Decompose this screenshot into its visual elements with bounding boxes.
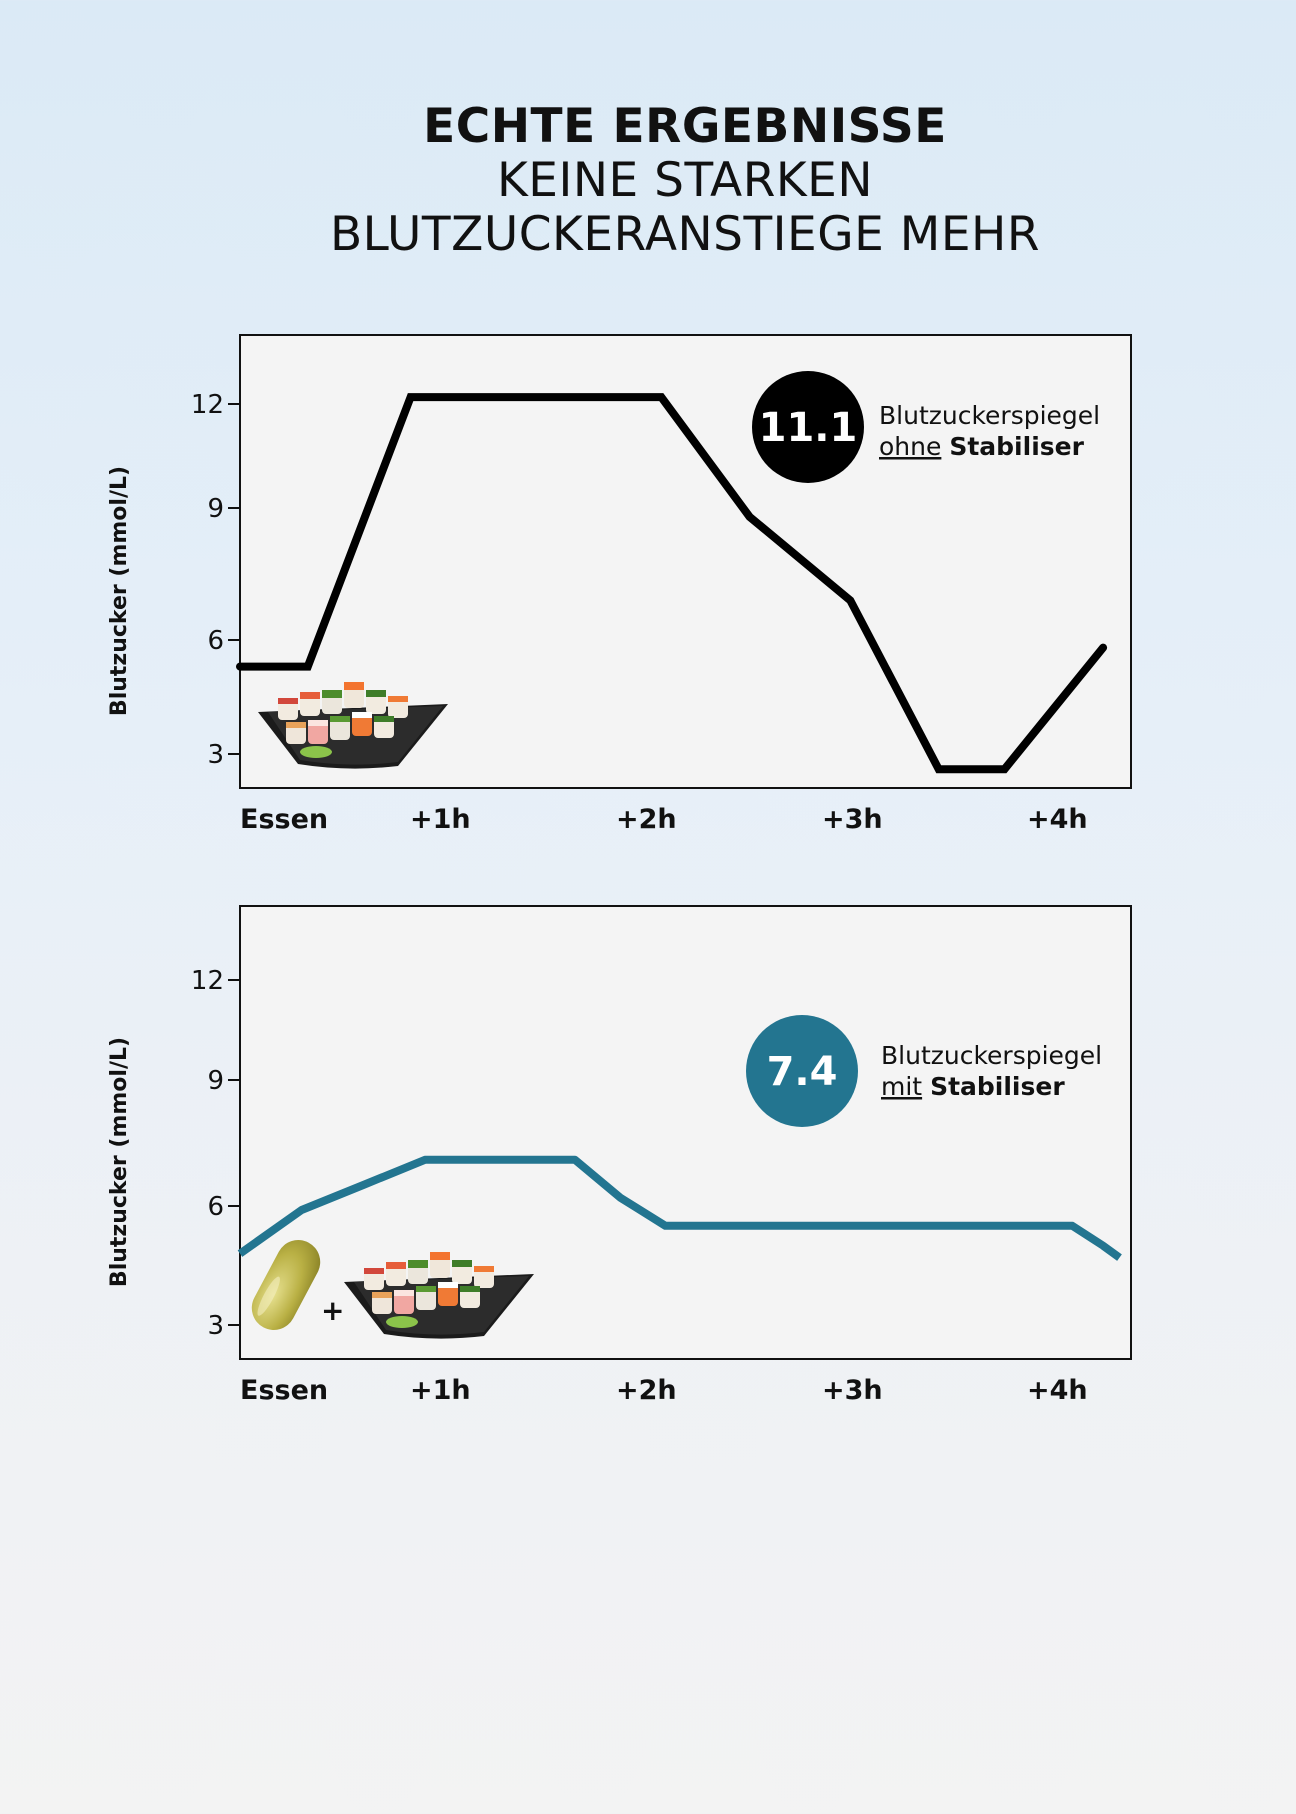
y-tick-label: 9 [207,1066,224,1096]
x-tick-label: +4h [1027,804,1088,835]
x-tick-label: +1h [410,1375,471,1406]
badge-value: 7.4 [767,1049,838,1095]
chart-without-stabiliser: 3 6 9 12 Essen +1h +2h +3h +4h Blutzucker (mmol… [107,334,1132,835]
badge-label-bold: Stabiliser [930,1072,1065,1101]
y-tick-label: 3 [207,740,224,770]
series-line-with [237,1155,1122,1261]
badge-circle [752,371,864,483]
x-tick-label: Essen [240,804,328,835]
badge-with: 7.4 Blutzuckerspiegel mit Stabiliser [746,1015,1102,1127]
badge-value: 11.1 [759,405,858,451]
chart-with-stabiliser: 3 6 9 12 Essen +1h +2h +3h +4h Blutzucker (mmol… [107,905,1132,1406]
y-axis-label: Blutzucker (mmol/L) [107,466,132,716]
x-tick-label: +1h [410,804,471,835]
badge-circle [746,1015,858,1127]
headline-line1: ECHTE ERGEBNISSE [423,99,947,154]
sushi-illustration [258,682,448,769]
badge-without: 11.1 Blutzuckerspiegel ohne Stabiliser [752,371,1100,483]
headline-line3: BLUTZUCKERANSTIEGE MEHR [329,207,1041,262]
x-tick-label: Essen [240,1375,328,1406]
headline-line2: KEINE STARKEN [496,153,874,208]
plus-sign: + [321,1294,344,1327]
y-tick-label: 9 [207,494,224,524]
badge-label-word: ohne [879,432,941,461]
x-tick-label: +3h [822,804,883,835]
y-axis-label: Blutzucker (mmol/L) [107,1037,132,1287]
y-tick-label: 6 [207,626,224,656]
badge-label-bold: Stabiliser [949,432,1084,461]
y-tick-label: 3 [207,1311,224,1341]
y-tick-label: 6 [207,1192,224,1222]
badge-label-word: mit [881,1072,922,1101]
capsule-icon [251,1240,321,1330]
x-tick-label: +3h [822,1375,883,1406]
y-tick-label: 12 [191,390,224,420]
badge-label-line2: mit Stabiliser [881,1072,1065,1101]
sushi-illustration [344,1252,534,1339]
x-tick-label: +2h [616,1375,677,1406]
headline: ECHTE ERGEBNISSE KEINE STARKEN BLUTZUCKE… [0,100,1296,262]
y-tick-label: 12 [191,966,224,996]
x-tick-label: +2h [616,804,677,835]
badge-label-line1: Blutzuckerspiegel [881,1041,1102,1070]
series-line-without [236,393,1108,774]
x-tick-label: +4h [1027,1375,1088,1406]
badge-label-line2: ohne Stabiliser [879,432,1085,461]
badge-label-line1: Blutzuckerspiegel [879,401,1100,430]
